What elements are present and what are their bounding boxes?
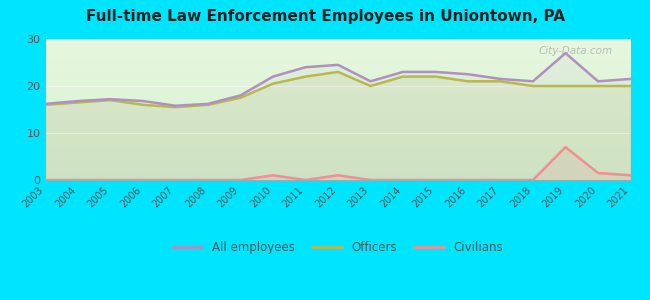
Text: Full-time Law Enforcement Employees in Uniontown, PA: Full-time Law Enforcement Employees in U… [86,9,564,24]
Legend: All employees, Officers, Civilians: All employees, Officers, Civilians [168,236,508,259]
Text: City-Data.com: City-Data.com [539,46,613,56]
